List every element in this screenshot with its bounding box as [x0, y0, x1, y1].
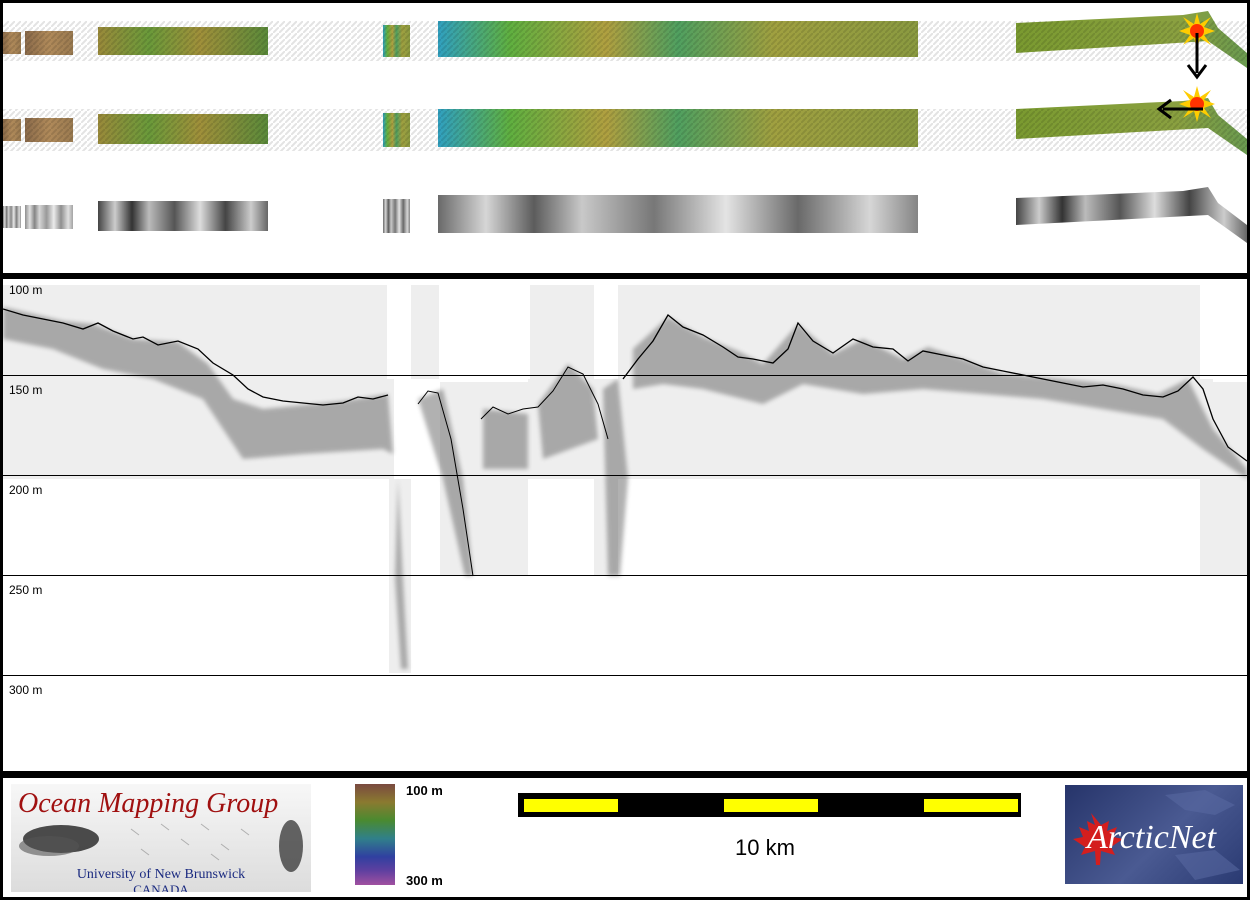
omg-logo-university: University of New Brunswick [76, 867, 246, 882]
seabed-line-middle [480, 366, 609, 440]
scale-bar-segment [724, 799, 818, 812]
arcticnet-logo-text: ArcticNet [1087, 819, 1217, 856]
scale-bar-label: 10 km [735, 835, 795, 860]
ocean-mapping-group-logo: Ocean Mapping Group University of New Br… [11, 784, 311, 892]
seabed-line-gap [417, 390, 474, 577]
seabed-line-east [622, 314, 1247, 462]
scale-bar [518, 793, 1021, 817]
colorbar-top-label: 100 m [406, 783, 443, 798]
swath-strips-panel [3, 3, 1247, 273]
depth-label-300m: 300 m [9, 683, 43, 697]
depth-colorbar [355, 784, 395, 885]
sun-icon [1179, 13, 1215, 49]
arrow-down-icon [1186, 33, 1208, 80]
gridline-300m [3, 675, 1247, 676]
scale-bar-segment [524, 799, 618, 812]
depth-label-200m: 200 m [9, 483, 43, 497]
seabed-profile [3, 285, 1247, 673]
legend-panel: Ocean Mapping Group University of New Br… [3, 778, 1247, 897]
scale-bar-segment [924, 799, 1018, 812]
gridline-250m [3, 575, 1247, 576]
depth-label-150m: 150 m [9, 383, 43, 397]
omg-logo-country: CANADA [133, 882, 189, 892]
gridline-150m [3, 375, 1247, 376]
shaded-relief-row-1 [3, 11, 1247, 68]
omg-logo-title: Ocean Mapping Group [18, 788, 279, 819]
logo-artwork [19, 820, 303, 872]
gridline-200m [3, 475, 1247, 476]
depth-label-250m: 250 m [9, 583, 43, 597]
colorbar-bottom-label: 300 m [406, 873, 443, 888]
backscatter-row [3, 187, 1247, 243]
swath-strips [3, 11, 1247, 243]
seabed-line-west [3, 308, 389, 406]
arcticnet-logo: ArcticNet [1065, 785, 1243, 884]
seabed-scatter [3, 307, 1247, 669]
depth-label-100m: 100 m [9, 283, 43, 297]
depth-profile-panel: 100 m 150 m 200 m 250 m 300 m [3, 279, 1247, 771]
arrow-left-icon [1156, 98, 1203, 120]
shaded-relief-row-2 [3, 98, 1247, 155]
maple-leaf-icon [1073, 790, 1240, 880]
